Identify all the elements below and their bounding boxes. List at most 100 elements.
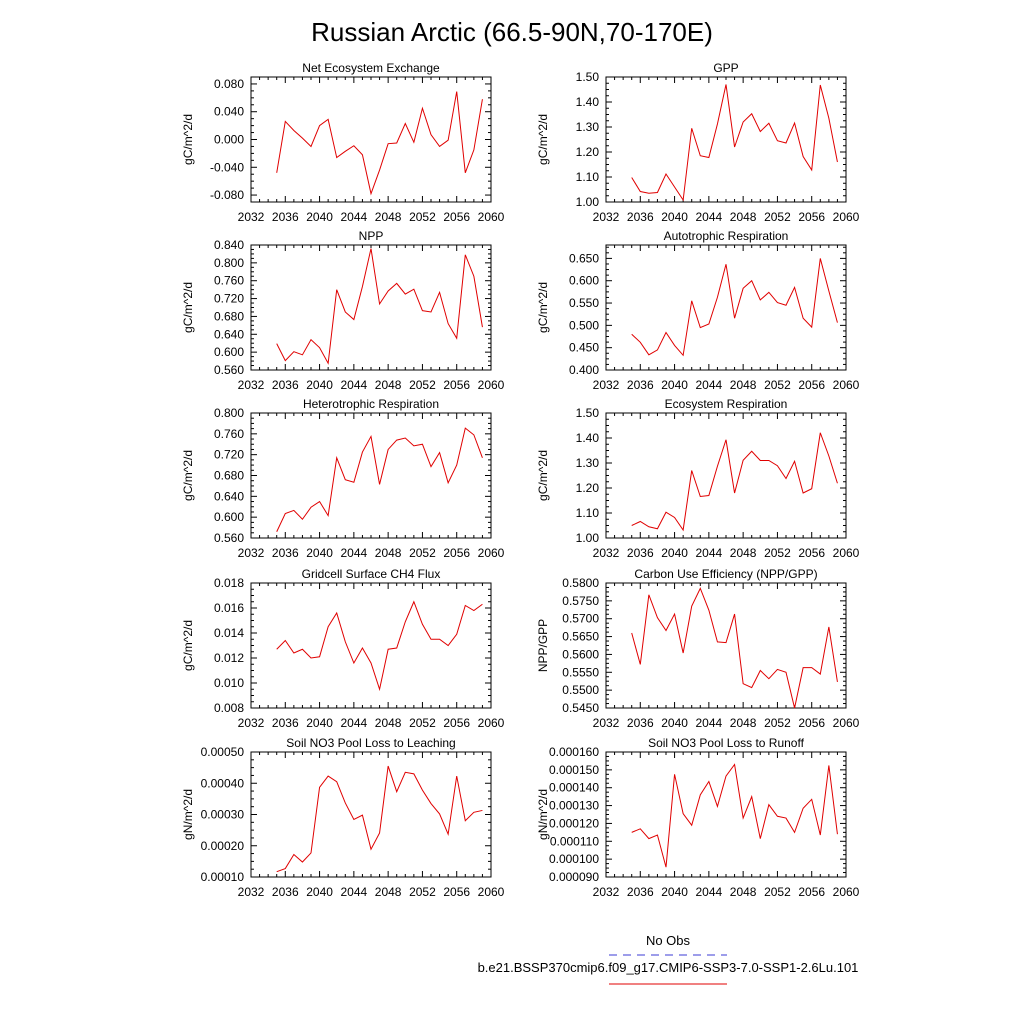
plot-frame	[250, 582, 492, 709]
y-tick-label: 0.5750	[562, 594, 599, 608]
x-tick-label: 2048	[375, 546, 402, 560]
plot-frame	[250, 751, 492, 878]
x-tick-label: 2060	[478, 546, 505, 560]
y-tick-label: 0.000150	[549, 763, 599, 777]
y-tick-label: 1.50	[576, 70, 600, 84]
y-axis-label: gC/m^2/d	[536, 450, 550, 501]
x-tick-label: 2060	[478, 885, 505, 899]
y-tick-label: 0.550	[569, 296, 599, 310]
x-tick-label: 2060	[833, 885, 860, 899]
y-tick-label: 0.012	[214, 651, 244, 665]
x-tick-label: 2044	[341, 378, 368, 392]
x-tick-label: 2048	[730, 210, 757, 224]
x-tick-label: 2044	[341, 210, 368, 224]
y-tick-label: 0.400	[569, 363, 599, 377]
y-tick-label: 0.800	[214, 256, 244, 270]
x-tick-label: 2052	[764, 210, 791, 224]
x-tick-label: 2056	[443, 716, 470, 730]
x-tick-label: 2056	[443, 546, 470, 560]
y-tick-label: 1.40	[576, 431, 600, 445]
legend-obs-label: No Obs	[646, 933, 691, 948]
y-tick-label: 0.014	[214, 626, 244, 640]
y-tick-label: 0.000110	[550, 834, 599, 848]
chart-panel-3: NPP gC/m^2/d 2032 2036 2040 2044 2048 2052 2056 2…	[181, 229, 505, 392]
x-tick-label: 2044	[696, 716, 723, 730]
series-line-1	[276, 427, 483, 532]
x-tick-label: 2036	[272, 885, 299, 899]
legend-model-label: b.e21.BSSP370cmip6.f09_g17.CMIP6-SSP3-7.…	[478, 960, 859, 975]
y-tick-label: 0.500	[569, 318, 599, 332]
y-tick-label: 0.000160	[549, 745, 599, 759]
x-tick-label: 2056	[798, 210, 825, 224]
y-tick-label: 0.600	[569, 274, 599, 288]
y-tick-label: 0.000	[214, 133, 244, 147]
series-line-1	[631, 258, 838, 357]
panel-title: Soil NO3 Pool Loss to Leaching	[286, 736, 455, 750]
panel-title: Gridcell Surface CH4 Flux	[302, 567, 441, 581]
y-tick-label: 0.00040	[201, 776, 245, 790]
x-tick-label: 2048	[375, 210, 402, 224]
y-tick-label: 1.50	[576, 406, 600, 420]
x-tick-label: 2052	[764, 885, 791, 899]
x-tick-label: 2040	[661, 210, 688, 224]
y-tick-label: 0.680	[214, 469, 244, 483]
plot-frame	[605, 76, 847, 203]
y-tick-label: 1.00	[576, 531, 600, 545]
y-axis-label: gC/m^2/d	[181, 114, 195, 165]
y-tick-label: 0.840	[214, 238, 244, 252]
x-tick-label: 2032	[238, 378, 265, 392]
y-tick-label: 0.720	[214, 448, 244, 462]
x-tick-label: 2052	[764, 716, 791, 730]
y-axis-label: gN/m^2/d	[536, 789, 550, 840]
y-tick-label: 0.080	[214, 77, 244, 91]
x-tick-label: 2056	[443, 378, 470, 392]
x-tick-label: 2040	[306, 378, 333, 392]
y-tick-label: 1.30	[576, 456, 600, 470]
x-tick-label: 2032	[238, 210, 265, 224]
series-line-1	[631, 432, 838, 532]
y-tick-label: 0.000100	[549, 852, 599, 866]
y-tick-label: 0.650	[569, 251, 599, 265]
series-line-1	[276, 91, 483, 196]
y-tick-label: 0.016	[214, 601, 244, 615]
x-tick-label: 2040	[306, 546, 333, 560]
y-tick-label: 0.00020	[201, 839, 245, 853]
x-tick-label: 2056	[443, 885, 470, 899]
x-tick-label: 2060	[478, 716, 505, 730]
panel-title: Ecosystem Respiration	[665, 397, 788, 411]
x-tick-label: 2052	[409, 885, 436, 899]
y-tick-label: 1.10	[576, 506, 600, 520]
y-axis-label: gN/m^2/d	[181, 789, 195, 840]
y-tick-label: 0.600	[214, 345, 244, 359]
panel-title: Carbon Use Efficiency (NPP/GPP)	[634, 567, 817, 581]
y-tick-label: 0.008	[214, 701, 244, 715]
chart-panel-9: Soil NO3 Pool Loss to Leaching gN/m^2/d 20…	[181, 736, 505, 899]
y-tick-label: 0.5800	[562, 576, 599, 590]
chart-panel-4: Autotrophic Respiration gC/m^2/d 2032 2036 2…	[536, 229, 860, 392]
y-tick-label: 0.00030	[201, 808, 245, 822]
x-tick-label: 2044	[696, 546, 723, 560]
y-tick-label: 1.40	[576, 95, 600, 109]
y-tick-label: 1.10	[576, 170, 600, 184]
x-tick-label: 2048	[375, 885, 402, 899]
y-tick-label: 0.5450	[562, 701, 599, 715]
x-tick-label: 2048	[730, 378, 757, 392]
chart-panel-8: Carbon Use Efficiency (NPP/GPP) NPP/GPP 20…	[536, 567, 860, 730]
y-tick-label: 0.5650	[562, 630, 599, 644]
y-tick-label: 0.000120	[549, 816, 599, 830]
y-tick-label: -0.040	[210, 160, 244, 174]
y-axis-label: gC/m^2/d	[536, 282, 550, 333]
y-tick-label: 1.30	[576, 120, 600, 134]
plot-frame	[250, 244, 492, 371]
plot-frame	[605, 412, 847, 539]
x-tick-label: 2048	[730, 546, 757, 560]
y-tick-label: 0.5600	[562, 647, 599, 661]
x-tick-label: 2056	[798, 378, 825, 392]
x-tick-label: 2036	[627, 546, 654, 560]
panel-title: NPP	[359, 229, 384, 243]
x-tick-label: 2052	[764, 546, 791, 560]
y-tick-label: 0.000140	[549, 781, 599, 795]
x-tick-label: 2048	[730, 716, 757, 730]
x-tick-label: 2060	[833, 546, 860, 560]
x-tick-label: 2048	[375, 378, 402, 392]
